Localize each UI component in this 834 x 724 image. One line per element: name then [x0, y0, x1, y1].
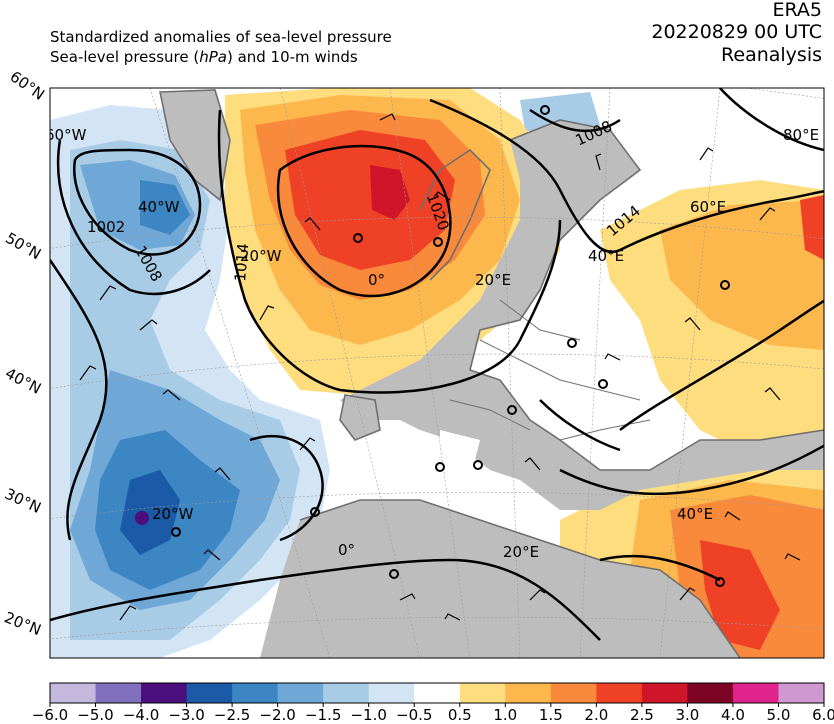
- colorbar-tick-label: −1.0: [350, 706, 387, 724]
- colorbar-swatch: [50, 683, 97, 703]
- lon-label-80e: 80°E: [783, 126, 819, 144]
- colorbar-tick-label: 5.0: [766, 706, 791, 724]
- lon-label-60w: 60°W: [45, 126, 87, 144]
- anomaly-pos-20-north: [285, 130, 455, 270]
- colorbar-swatch: [550, 683, 597, 703]
- map-frame: [49, 87, 825, 659]
- subtitle-unit: hPa: [199, 48, 227, 66]
- colorbar-swatch: [95, 683, 142, 703]
- lon-label-40w: 40°W: [138, 198, 180, 216]
- coastlines: [159, 89, 824, 658]
- colorbar-tick-label: 2.0: [584, 706, 609, 724]
- isobars: [50, 88, 824, 641]
- lon-label-20w: 20°W: [240, 247, 282, 265]
- datetime-label: 20220829 00 UTC: [651, 21, 822, 43]
- colorbar-swatch: [141, 683, 188, 703]
- colorbar-tick-label: 3.0: [675, 706, 700, 724]
- anomaly-pos-10-east: [660, 200, 824, 350]
- lon-label-0: 0°: [368, 271, 385, 289]
- colorbar-swatch: [641, 683, 688, 703]
- lon-label-40e-south: 40°E: [677, 505, 713, 523]
- colorbar: [49, 683, 825, 707]
- colorbar-tick-label: −4.0: [122, 706, 160, 724]
- colorbar-tick-label: 1.5: [538, 706, 563, 724]
- anomaly-pos-25-north: [370, 165, 410, 220]
- colorbar-swatch: [186, 683, 233, 703]
- colorbar-swatch: [732, 683, 779, 703]
- isobar-label-1014-west: 1014: [231, 243, 252, 283]
- colorbar-tick-label: −5.0: [77, 706, 114, 724]
- colorbar-tick-label: 2.5: [629, 706, 654, 724]
- anomaly-pos-20-east: [800, 195, 824, 260]
- colorbar-tick-label: −1.5: [304, 706, 342, 724]
- lon-label-60e: 60°E: [690, 198, 726, 216]
- colorbar-swatch: [414, 683, 461, 703]
- colorbar-tick-label: 1.0: [493, 706, 518, 724]
- colorbar-tick-label: −3.0: [168, 706, 205, 724]
- chart-subtitle: Sea-level pressure (hPa) and 10-m winds: [50, 47, 358, 67]
- colorbar-tick-label: 0.5: [447, 706, 472, 724]
- lon-label-20e-south: 20°E: [503, 543, 539, 561]
- lon-label-40e: 40°E: [588, 247, 624, 265]
- lat-labels: 60°N 50°N 40°N 30°N 20°N: [2, 67, 48, 639]
- subtitle-post: ) and 10-m winds: [226, 48, 358, 66]
- colorbar-tick-label: 4.0: [721, 706, 745, 724]
- map-area: 60°W 40°W 20°W 0° 20°E 40°E 60°E 80°E 20…: [45, 88, 824, 658]
- lat-label-20n: 20°N: [2, 608, 44, 639]
- lat-label-60n: 60°N: [7, 67, 48, 103]
- calm-markers: [171, 105, 730, 587]
- lat-label-30n: 30°N: [2, 485, 44, 517]
- colorbar-tick-label: −2.5: [213, 706, 251, 724]
- lon-labels: 60°W 40°W 20°W 0° 20°E 40°E 60°E 80°E 20…: [45, 126, 819, 561]
- sea-mediterranean: [440, 430, 480, 480]
- colorbar-swatch: [459, 683, 506, 703]
- colorbar-swatch: [596, 683, 643, 703]
- anomaly-neg-30: [120, 470, 180, 555]
- wind-barbs: [79, 113, 801, 621]
- colorbar-swatch: [232, 683, 279, 703]
- lon-label-20w-south: 20°W: [152, 505, 194, 523]
- lat-label-40n: 40°N: [2, 364, 44, 398]
- land-britain: [340, 395, 380, 440]
- colorbar-tick-label: −2.0: [259, 706, 296, 724]
- colorbar-swatch: [778, 683, 825, 703]
- anomaly-neg-40: [135, 511, 149, 525]
- colorbar-tick-label: −0.5: [396, 706, 433, 724]
- dataset-label: ERA5: [772, 0, 822, 21]
- colorbar-tick-label: 6.0: [812, 706, 834, 724]
- land-europe: [340, 120, 824, 510]
- colorbar-swatch: [687, 683, 734, 703]
- colorbar-swatch: [368, 683, 415, 703]
- lon-label-20e: 20°E: [475, 271, 511, 289]
- isobar-label-1002: 1002: [87, 218, 125, 236]
- lat-label-50n: 50°N: [2, 229, 44, 263]
- product-label: Reanalysis: [721, 44, 822, 66]
- chart-title: Standardized anomalies of sea-level pres…: [50, 28, 392, 46]
- lon-label-0-south: 0°: [338, 541, 355, 559]
- subtitle-pre: Sea-level pressure (: [50, 48, 200, 66]
- colorbar-swatch: [277, 683, 324, 703]
- anomaly-neg-20-a: [140, 180, 190, 235]
- anomaly-pos-20-south: [700, 540, 780, 650]
- colorbar-swatch: [505, 683, 552, 703]
- colorbar-frame: [49, 682, 825, 704]
- land-greenland: [160, 90, 230, 200]
- colorbar-tick-label: −6.0: [31, 706, 69, 724]
- country-borders: [449, 299, 651, 441]
- colorbar-swatch: [323, 683, 370, 703]
